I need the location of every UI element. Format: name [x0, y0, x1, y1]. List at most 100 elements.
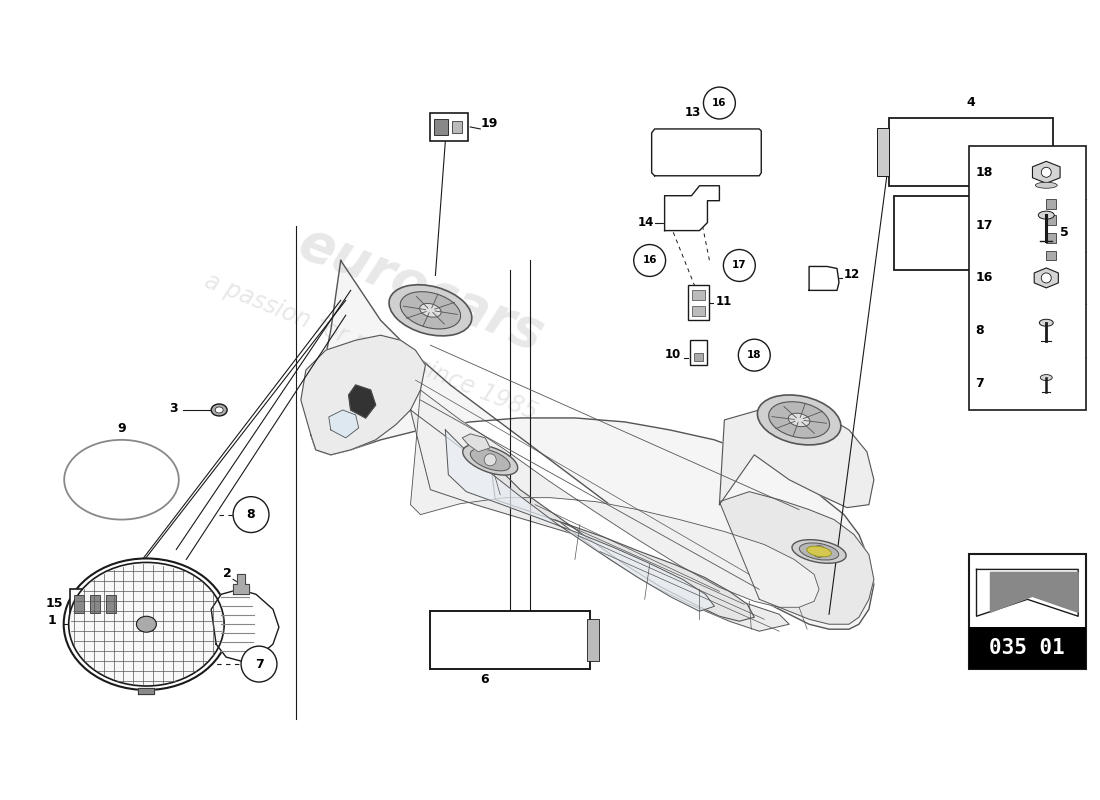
Polygon shape	[977, 570, 1078, 616]
Text: 9: 9	[118, 422, 125, 435]
Polygon shape	[410, 390, 820, 607]
Ellipse shape	[1038, 211, 1054, 219]
FancyBboxPatch shape	[1046, 198, 1056, 209]
FancyBboxPatch shape	[1046, 233, 1056, 242]
FancyBboxPatch shape	[692, 306, 705, 316]
Polygon shape	[990, 572, 1078, 612]
Circle shape	[704, 87, 736, 119]
Text: 18: 18	[747, 350, 761, 360]
Text: 5: 5	[1060, 226, 1069, 238]
FancyBboxPatch shape	[430, 611, 590, 669]
Ellipse shape	[789, 413, 810, 426]
Ellipse shape	[463, 445, 518, 475]
Ellipse shape	[420, 303, 441, 317]
Text: 10: 10	[664, 348, 681, 361]
FancyBboxPatch shape	[968, 146, 1086, 410]
Polygon shape	[719, 492, 873, 624]
Polygon shape	[311, 261, 873, 630]
Text: 2: 2	[223, 567, 232, 580]
Circle shape	[738, 339, 770, 371]
FancyBboxPatch shape	[693, 353, 704, 361]
Polygon shape	[651, 129, 761, 176]
FancyBboxPatch shape	[968, 627, 1086, 669]
Text: 7: 7	[976, 377, 984, 390]
Circle shape	[233, 497, 270, 533]
Polygon shape	[329, 410, 359, 438]
Text: 14: 14	[638, 216, 654, 229]
Polygon shape	[664, 186, 719, 230]
Ellipse shape	[792, 540, 846, 563]
Text: 18: 18	[976, 166, 993, 178]
FancyBboxPatch shape	[877, 128, 889, 176]
Text: eurocars: eurocars	[290, 216, 551, 361]
FancyBboxPatch shape	[690, 340, 707, 365]
Text: 16: 16	[712, 98, 727, 108]
Text: 8: 8	[246, 508, 255, 521]
Ellipse shape	[769, 402, 829, 438]
Text: 035 01: 035 01	[990, 638, 1065, 658]
Text: 6: 6	[481, 673, 488, 686]
Polygon shape	[410, 410, 789, 631]
Text: 12: 12	[844, 269, 860, 282]
Ellipse shape	[211, 404, 227, 416]
Polygon shape	[1034, 268, 1058, 288]
Text: 17: 17	[976, 218, 993, 232]
Circle shape	[241, 646, 277, 682]
Ellipse shape	[68, 562, 224, 686]
FancyBboxPatch shape	[889, 118, 1053, 186]
FancyBboxPatch shape	[452, 121, 462, 133]
Ellipse shape	[136, 616, 156, 632]
FancyBboxPatch shape	[968, 554, 1086, 669]
Ellipse shape	[1040, 319, 1053, 326]
FancyBboxPatch shape	[89, 595, 100, 614]
Ellipse shape	[1035, 182, 1057, 188]
FancyBboxPatch shape	[688, 286, 710, 320]
Text: a passion for parts since 1985: a passion for parts since 1985	[200, 269, 540, 425]
Circle shape	[724, 250, 756, 282]
Polygon shape	[810, 266, 839, 290]
Text: 16: 16	[642, 255, 657, 266]
FancyBboxPatch shape	[587, 619, 598, 661]
Ellipse shape	[800, 543, 838, 560]
Ellipse shape	[216, 407, 223, 413]
Ellipse shape	[1041, 374, 1053, 381]
Text: 19: 19	[481, 117, 497, 130]
Text: 8: 8	[976, 324, 984, 338]
Circle shape	[813, 546, 825, 558]
Polygon shape	[462, 434, 491, 452]
Ellipse shape	[389, 285, 472, 336]
Ellipse shape	[471, 449, 510, 471]
FancyBboxPatch shape	[1046, 250, 1056, 261]
Text: 3: 3	[169, 402, 178, 415]
Polygon shape	[211, 590, 279, 661]
Ellipse shape	[400, 292, 461, 329]
FancyBboxPatch shape	[894, 196, 1048, 270]
Text: 17: 17	[732, 261, 747, 270]
FancyBboxPatch shape	[430, 113, 469, 141]
Ellipse shape	[64, 558, 229, 690]
Circle shape	[634, 245, 665, 277]
Polygon shape	[139, 688, 154, 694]
FancyBboxPatch shape	[74, 595, 84, 614]
Ellipse shape	[806, 546, 832, 557]
Polygon shape	[491, 460, 755, 622]
FancyBboxPatch shape	[692, 290, 705, 300]
FancyBboxPatch shape	[69, 590, 121, 619]
Text: 7: 7	[254, 658, 263, 670]
Text: 1: 1	[47, 614, 56, 627]
Circle shape	[1042, 273, 1052, 283]
Circle shape	[1042, 167, 1052, 178]
Polygon shape	[349, 385, 375, 418]
Text: 13: 13	[684, 106, 701, 119]
FancyBboxPatch shape	[434, 119, 449, 135]
FancyBboxPatch shape	[106, 595, 116, 614]
Polygon shape	[1033, 162, 1060, 183]
Polygon shape	[301, 335, 426, 455]
Polygon shape	[446, 430, 714, 611]
Polygon shape	[233, 574, 249, 594]
Text: 11: 11	[715, 295, 732, 308]
Text: 4: 4	[967, 96, 976, 109]
Ellipse shape	[758, 395, 840, 445]
Text: 15: 15	[46, 598, 64, 610]
Polygon shape	[719, 408, 873, 508]
